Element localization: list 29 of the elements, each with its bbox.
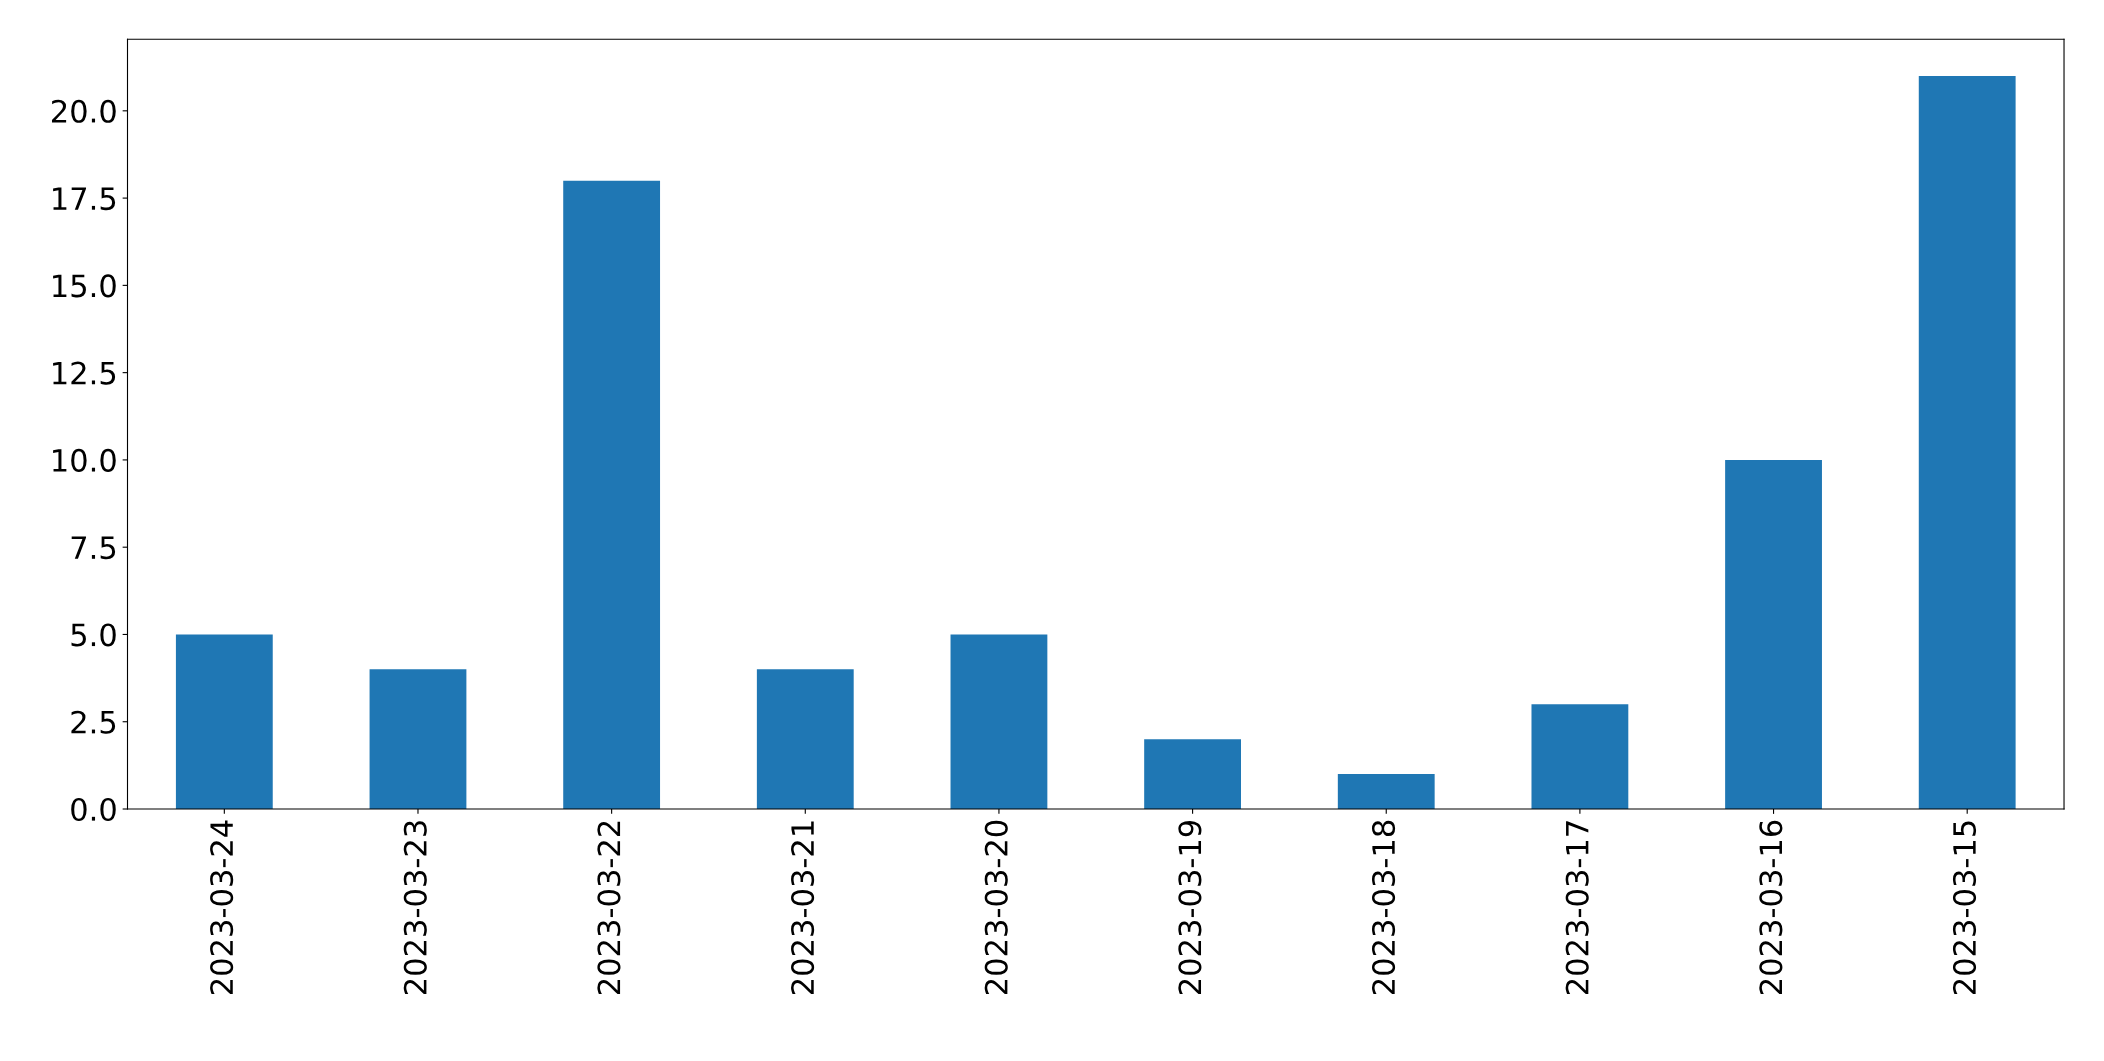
y-tick-label: 12.5 <box>53 361 116 385</box>
x-tick-label: 2023-03-20 <box>984 820 1008 995</box>
bar <box>1337 774 1435 810</box>
bar <box>756 669 854 810</box>
x-tick-label: 2023-03-16 <box>1759 820 1783 995</box>
y-tick-label: 2.5 <box>71 710 116 734</box>
bar <box>563 180 661 810</box>
x-tick-label: 2023-03-23 <box>403 821 427 995</box>
bar <box>1918 75 2016 810</box>
y-tick-label: 0.0 <box>71 797 116 822</box>
x-tick-label: 2023-03-21 <box>791 821 815 995</box>
bar <box>175 634 273 810</box>
bar <box>950 634 1048 810</box>
y-tick-label: 20.0 <box>51 99 116 123</box>
y-tick-label: 7.5 <box>71 536 116 560</box>
bar <box>369 669 467 810</box>
x-tick-label: 2023-03-17 <box>1565 821 1589 995</box>
x-tick-label: 2023-03-22 <box>597 821 621 995</box>
y-tick-label: 17.5 <box>53 187 116 211</box>
bar <box>1725 459 1822 810</box>
bar <box>1531 704 1629 810</box>
y-tick-label: 15.0 <box>53 274 116 298</box>
x-tick-label: 2023-03-15 <box>1952 821 1977 995</box>
bar <box>1144 739 1241 810</box>
y-tick-label: 10.0 <box>53 448 116 472</box>
y-tick-label: 5.0 <box>71 623 116 647</box>
x-tick-label: 2023-03-24 <box>210 820 234 995</box>
x-tick-label: 2023-03-19 <box>1178 820 1202 995</box>
x-tick-label: 2023-03-18 <box>1371 820 1396 995</box>
